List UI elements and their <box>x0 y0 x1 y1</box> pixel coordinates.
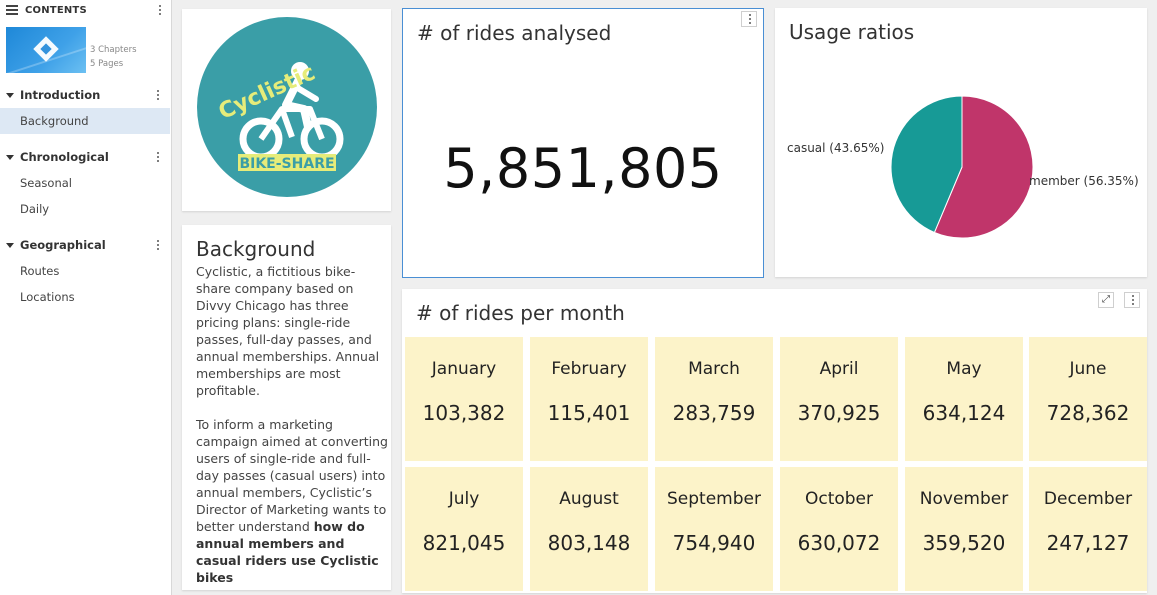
page-daily[interactable]: Daily <box>0 196 170 222</box>
usage-ratios-title: Usage ratios <box>789 20 915 44</box>
month-name: July <box>448 489 480 509</box>
pie-slice-casual[interactable] <box>890 95 963 234</box>
page-count: 5 Pages <box>90 59 124 69</box>
expand-button[interactable]: ⤢ <box>1098 292 1114 308</box>
page-background[interactable]: Background <box>0 108 170 134</box>
month-value: 115,401 <box>547 401 631 425</box>
month-name: May <box>946 359 982 379</box>
page-label: Locations <box>20 290 75 304</box>
chapter-introduction[interactable]: Introduction <box>0 84 171 106</box>
cyclistic-logo: Cyclistic BIKE-SHARE <box>197 17 377 197</box>
chapter-more-icon[interactable] <box>156 90 160 100</box>
more-vertical-icon <box>1131 295 1135 305</box>
month-name: June <box>1069 359 1107 379</box>
background-title: Background <box>196 237 316 261</box>
month-name: September <box>667 489 761 509</box>
month-tile-october: October 630,072 <box>780 467 898 591</box>
month-value: 634,124 <box>922 401 1006 425</box>
month-name: April <box>819 359 859 379</box>
rides-per-month-title: # of rides per month <box>416 301 625 325</box>
month-value: 821,045 <box>422 531 506 555</box>
rides-analysed-card[interactable]: # of rides analysed 5,851,805 <box>402 8 764 278</box>
month-name: November <box>919 489 1009 509</box>
month-value: 728,362 <box>1046 401 1130 425</box>
month-name: January <box>431 359 497 379</box>
month-name: October <box>804 489 874 509</box>
month-tile-september: September 754,940 <box>655 467 773 591</box>
chapter-count: 3 Chapters <box>90 45 137 55</box>
rides-per-month-card: # of rides per month ⤢ January 103,382 Fe… <box>402 289 1147 593</box>
logo-bottom-text: BIKE-SHARE <box>239 156 334 172</box>
month-tile-february: February 115,401 <box>530 337 648 461</box>
contents-list-icon <box>6 5 18 16</box>
chapter-label: Introduction <box>20 88 101 102</box>
month-name: December <box>1043 489 1133 509</box>
chevron-down-icon[interactable] <box>6 242 14 248</box>
month-tile-june: June 728,362 <box>1029 337 1147 461</box>
expand-icon: ⤢ <box>1102 294 1110 305</box>
background-body: Cyclistic, a fictitious bike-share compa… <box>196 263 388 586</box>
month-value: 370,925 <box>797 401 881 425</box>
month-tile-january: January 103,382 <box>405 337 523 461</box>
chapter-label: Geographical <box>20 238 106 252</box>
month-value: 283,759 <box>672 401 756 425</box>
background-paragraph-2-bold: how do annual members and casual riders … <box>196 519 379 585</box>
month-value: 103,382 <box>422 401 506 425</box>
logo-card: Cyclistic BIKE-SHARE <box>182 9 391 211</box>
page-routes[interactable]: Routes <box>0 258 170 284</box>
usage-pie-chart <box>890 95 1034 239</box>
card-more-button[interactable] <box>741 11 757 27</box>
chapter-more-icon[interactable] <box>156 152 160 162</box>
card-more-button[interactable] <box>1124 292 1140 308</box>
contents-title: CONTENTS <box>25 5 87 16</box>
chapter-label: Chronological <box>20 150 109 164</box>
page-label: Background <box>20 114 89 128</box>
page-seasonal[interactable]: Seasonal <box>0 170 170 196</box>
chevron-down-icon[interactable] <box>6 92 14 98</box>
month-name: March <box>688 359 740 379</box>
month-tile-november: November 359,520 <box>905 467 1023 591</box>
contents-more-icon[interactable] <box>158 5 162 15</box>
page-locations[interactable]: Locations <box>0 284 170 310</box>
chapter-geographical[interactable]: Geographical <box>0 234 171 256</box>
month-value: 754,940 <box>672 531 756 555</box>
month-tile-august: August 803,148 <box>530 467 648 591</box>
month-value: 630,072 <box>797 531 881 555</box>
month-value: 247,127 <box>1046 531 1130 555</box>
month-name: August <box>559 489 619 509</box>
page-label: Seasonal <box>20 176 72 190</box>
month-name: February <box>551 359 627 379</box>
background-paragraph-2-text: To inform a marketing campaign aimed at … <box>196 417 388 534</box>
report-thumbnail[interactable] <box>6 27 86 73</box>
chevron-down-icon[interactable] <box>6 154 14 160</box>
chapter-more-icon[interactable] <box>156 240 160 250</box>
month-tile-december: December 247,127 <box>1029 467 1147 591</box>
background-paragraph-1: Cyclistic, a fictitious bike-share compa… <box>196 264 380 398</box>
usage-ratios-card: Usage ratios casual (43.65%) member (56.… <box>775 8 1147 277</box>
month-value: 359,520 <box>922 531 1006 555</box>
pie-label-member: member (56.35%) <box>1029 174 1139 188</box>
pie-label-casual: casual (43.65%) <box>787 141 885 155</box>
report-overview[interactable]: 3 Chapters 5 Pages <box>6 27 137 73</box>
contents-header: CONTENTS <box>0 0 171 21</box>
background-card: Background Cyclistic, a fictitious bike-… <box>182 225 391 590</box>
page-label: Daily <box>20 202 50 216</box>
month-tile-march: March 283,759 <box>655 337 773 461</box>
rides-analysed-value: 5,851,805 <box>443 137 723 200</box>
month-tile-april: April 370,925 <box>780 337 898 461</box>
more-vertical-icon <box>748 14 752 24</box>
rides-analysed-title: # of rides analysed <box>417 21 612 45</box>
month-tile-july: July 821,045 <box>405 467 523 591</box>
contents-sidebar: CONTENTS 3 Chapters 5 Pages Introduction… <box>0 0 172 595</box>
month-value: 803,148 <box>547 531 631 555</box>
pie-slice-member[interactable] <box>933 95 1034 239</box>
chapter-chronological[interactable]: Chronological <box>0 146 171 168</box>
month-tile-may: May 634,124 <box>905 337 1023 461</box>
background-paragraph-2: To inform a marketing campaign aimed at … <box>196 416 388 586</box>
page-label: Routes <box>20 264 60 278</box>
